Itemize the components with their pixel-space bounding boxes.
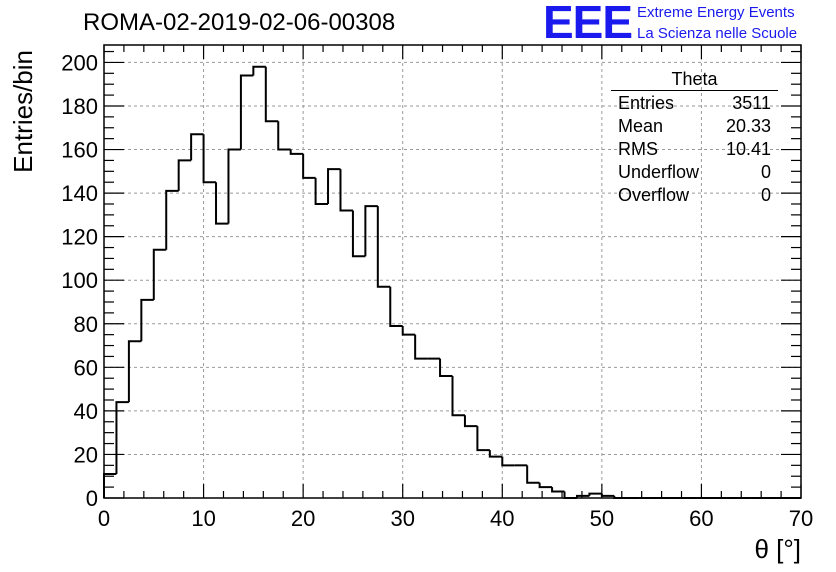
- histogram-bin: [488, 450, 503, 458]
- histogram-bin: [177, 159, 192, 191]
- histogram-bin: [588, 492, 602, 496]
- histogram-bin: [165, 189, 179, 250]
- histogram-bin: [389, 286, 403, 327]
- histogram-bin: [351, 210, 366, 258]
- histogram-bin: [277, 121, 291, 151]
- y-tick-label: 160: [61, 138, 98, 163]
- histogram-bin: [140, 298, 154, 342]
- histogram-bin: [538, 482, 553, 489]
- stats-row-underflow: Underflow 0: [611, 161, 778, 184]
- histogram-bin: [339, 169, 353, 212]
- stats-row-entries: Entries 3511: [611, 92, 778, 115]
- histogram-bin: [401, 325, 416, 336]
- histogram-bin: [127, 340, 142, 403]
- stats-value: 0: [760, 162, 771, 182]
- stats-box: Theta Entries 3511 Mean 20.33 RMS 10.41 …: [611, 68, 778, 207]
- stats-label: Entries: [618, 93, 675, 113]
- histogram-bin: [551, 487, 565, 493]
- tick-marks: [103, 45, 802, 499]
- stats-label: Overflow: [618, 185, 690, 205]
- logo-text-line1: Extreme Energy Events: [637, 4, 795, 21]
- y-tick-label: 200: [61, 50, 98, 75]
- histogram-bin: [190, 133, 204, 161]
- plot-frame: [103, 44, 802, 499]
- histogram-bin: [414, 334, 428, 360]
- x-tick-label: 30: [390, 506, 414, 531]
- y-tick-label: 100: [61, 268, 98, 293]
- stats-label: Underflow: [618, 162, 700, 182]
- histogram-bin: [327, 168, 341, 204]
- y-tick-label: 80: [74, 312, 98, 337]
- histogram-bin: [600, 493, 615, 497]
- eee-logo: EEE: [543, 0, 633, 48]
- stats-row-overflow: Overflow 0: [611, 184, 778, 207]
- stats-row-rms: RMS 10.41: [611, 138, 778, 161]
- x-tick-label: 50: [590, 506, 614, 531]
- histogram-bin: [152, 248, 167, 300]
- histogram-series: [103, 65, 801, 499]
- stats-label: Mean: [618, 116, 664, 136]
- x-tick-label: 60: [689, 506, 713, 531]
- axes-frame: [103, 44, 802, 499]
- x-axis-label: θ [°]: [754, 534, 801, 564]
- histogram-bin: [302, 153, 316, 179]
- histogram-bin: [239, 74, 254, 150]
- stats-label: RMS: [618, 139, 658, 159]
- histogram-bin: [314, 177, 329, 205]
- histogram-bin: [364, 205, 378, 257]
- y-tick-label: 0: [86, 486, 98, 511]
- y-axis-label: Entries/bin: [8, 50, 38, 173]
- y-tick-label: 60: [74, 355, 98, 380]
- histogram-bin: [264, 66, 279, 123]
- y-tick-label: 20: [74, 442, 98, 467]
- histogram-bin: [252, 65, 266, 76]
- stats-separator: [611, 90, 778, 91]
- histogram-bin: [215, 182, 229, 225]
- tick-labels: 0 10 20 30 40 50 60 70 0 20 40 60 80 100 120 140 160 180 2…: [61, 50, 813, 531]
- stats-value: 3511: [732, 93, 771, 113]
- y-tick-label: 140: [61, 181, 98, 206]
- x-tick-label: 40: [490, 506, 514, 531]
- logo-text-line2: La Scienza nelle Scuole: [637, 25, 798, 42]
- histogram-bin: [103, 473, 117, 498]
- histogram-bin: [526, 465, 540, 484]
- histogram-bin: [289, 149, 304, 155]
- histogram-bin: [451, 376, 465, 417]
- x-tick-label: 20: [291, 506, 315, 531]
- stats-value: 0: [760, 185, 771, 205]
- x-tick-label: 0: [98, 506, 110, 531]
- histogram-bin: [439, 358, 453, 378]
- stats-histogram-name: Theta: [671, 69, 718, 89]
- histogram-bin: [227, 148, 241, 224]
- histogram-bin: [463, 415, 478, 428]
- histogram-bin: [115, 401, 129, 475]
- histogram-bin: [563, 491, 577, 499]
- histogram-bin: [202, 134, 217, 184]
- x-tick-label: 10: [191, 506, 215, 531]
- histogram-bin: [501, 456, 515, 467]
- y-tick-label: 180: [61, 94, 98, 119]
- y-tick-label: 120: [61, 225, 98, 250]
- histogram-bin: [376, 206, 391, 288]
- y-tick-label: 40: [74, 399, 98, 424]
- x-tick-label: 70: [789, 506, 813, 531]
- stats-value: 20.33: [725, 116, 771, 136]
- chart-title: ROMA-02-2019-02-06-00308: [83, 9, 396, 36]
- stats-value: 10.41: [725, 139, 771, 159]
- histogram-bin: [476, 426, 490, 452]
- stats-row-mean: Mean 20.33: [611, 115, 778, 138]
